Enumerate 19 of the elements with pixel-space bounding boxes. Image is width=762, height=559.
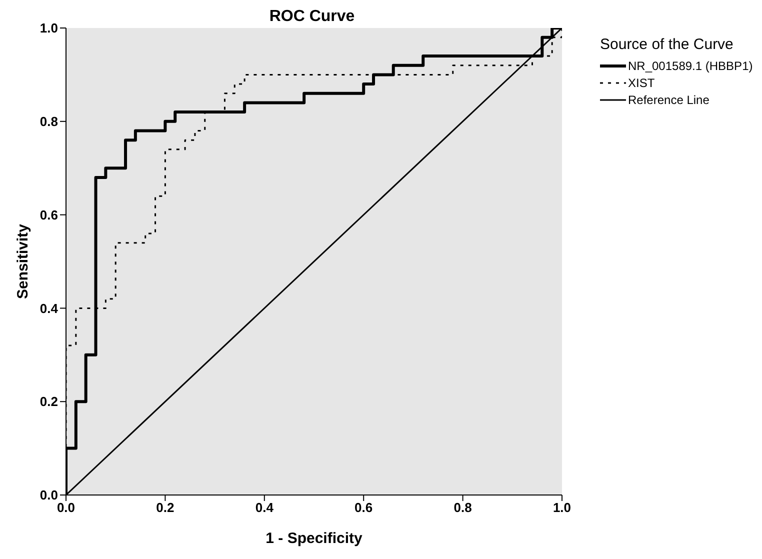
legend-label: Reference Line bbox=[628, 92, 710, 106]
x-tick-label: 0.6 bbox=[354, 500, 373, 516]
x-tick-label: 1.0 bbox=[552, 500, 572, 516]
legend-label: XIST bbox=[628, 76, 655, 90]
chart-title: ROC Curve bbox=[268, 8, 356, 26]
legend-title: Source of the Curve bbox=[600, 36, 734, 53]
x-tick-label: 0.0 bbox=[56, 500, 76, 516]
x-tick-label: 0.2 bbox=[156, 500, 174, 516]
y-axis-title: Sensitivity bbox=[14, 223, 32, 300]
x-tick-label: 0.8 bbox=[454, 500, 472, 516]
legend-label: NR_001589.1 (HBBP1) bbox=[628, 58, 753, 72]
y-tick-label: 0.6 bbox=[40, 207, 58, 222]
y-tick-label: 0.2 bbox=[40, 394, 58, 410]
y-tick-label: 0.8 bbox=[40, 114, 58, 130]
x-axis-title: 1 - Specificity bbox=[266, 530, 364, 547]
y-tick-label: 0.4 bbox=[40, 300, 59, 316]
y-tick-label: 1.0 bbox=[40, 20, 58, 36]
y-tick-label: 0.0 bbox=[40, 488, 58, 503]
x-tick-label: 0.4 bbox=[255, 500, 274, 516]
